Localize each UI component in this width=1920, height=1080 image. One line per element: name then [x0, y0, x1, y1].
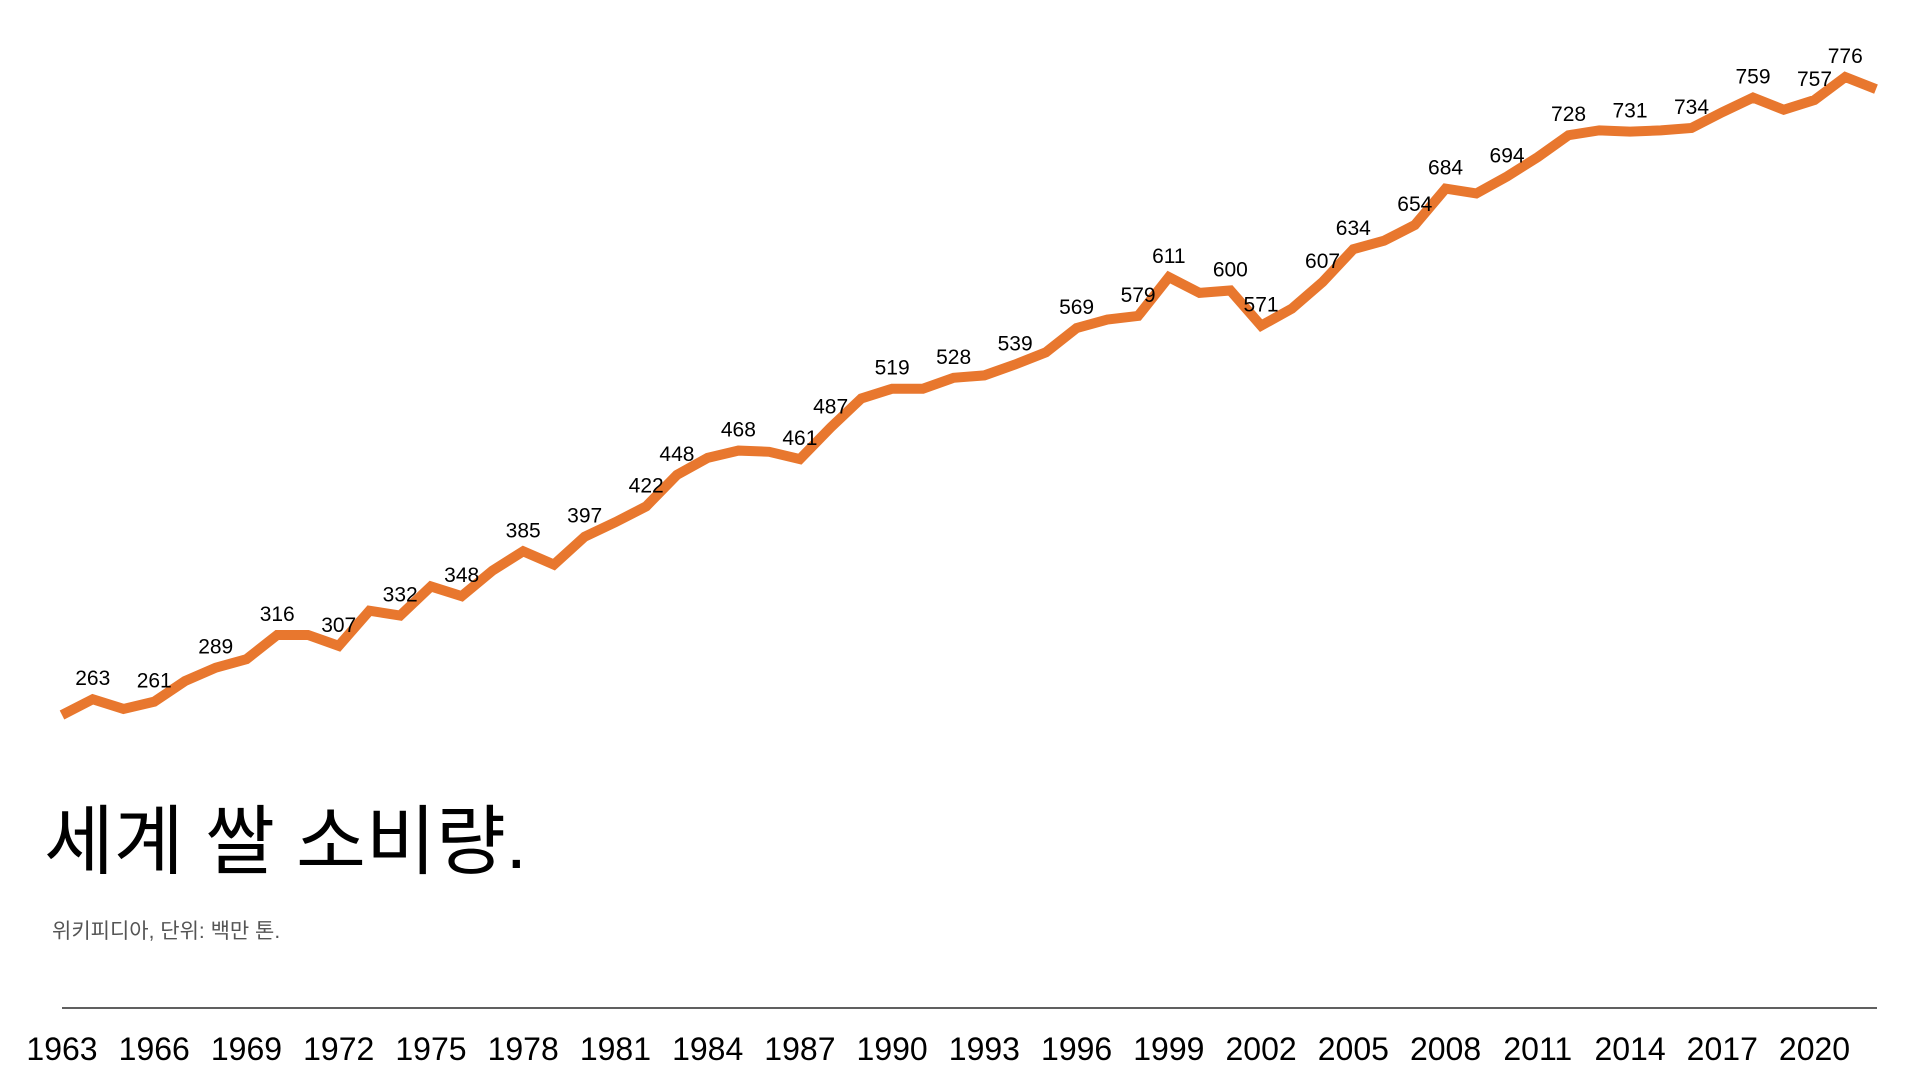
chart-subtitle: 위키피디아, 단위: 백만 톤. [52, 920, 280, 943]
data-label: 731 [1613, 100, 1648, 123]
data-label: 528 [936, 346, 971, 369]
x-tick-label: 1975 [395, 1031, 466, 1067]
data-label: 461 [782, 427, 817, 450]
data-label: 569 [1059, 296, 1094, 319]
data-label: 519 [875, 357, 910, 380]
x-tick-label: 1963 [26, 1031, 97, 1067]
x-tick-label: 1993 [949, 1031, 1020, 1067]
data-label: 316 [260, 603, 295, 626]
data-label: 448 [659, 443, 694, 466]
data-label: 734 [1674, 96, 1709, 119]
data-label: 684 [1428, 157, 1463, 180]
data-label: 579 [1121, 284, 1156, 307]
data-label: 487 [813, 396, 848, 419]
data-label: 289 [198, 636, 233, 659]
x-tick-label: 1966 [119, 1031, 190, 1067]
x-tick-label: 1981 [580, 1031, 651, 1067]
x-tick-label: 2005 [1318, 1031, 1389, 1067]
data-label: 385 [506, 519, 541, 542]
x-tick-label: 1999 [1133, 1031, 1204, 1067]
data-label: 776 [1828, 45, 1863, 68]
x-tick-label: 1987 [764, 1031, 835, 1067]
x-tick-label: 1996 [1041, 1031, 1112, 1067]
chart-title: 세계 쌀 소비량. [44, 800, 527, 885]
data-label: 571 [1244, 294, 1279, 317]
data-label: 600 [1213, 258, 1248, 281]
x-tick-label: 2011 [1503, 1031, 1572, 1067]
data-label: 759 [1735, 66, 1770, 89]
x-tick-label: 2014 [1594, 1031, 1665, 1067]
data-label: 468 [721, 419, 756, 442]
x-tick-label: 1984 [672, 1031, 743, 1067]
data-label: 332 [383, 584, 418, 607]
data-label: 263 [75, 667, 110, 690]
data-label: 539 [998, 332, 1033, 355]
x-tick-label: 1990 [857, 1031, 928, 1067]
data-label: 694 [1490, 144, 1525, 167]
x-tick-label: 1978 [488, 1031, 559, 1067]
data-label: 607 [1305, 250, 1340, 273]
data-line [59, 71, 1878, 720]
x-tick-label: 2017 [1687, 1031, 1758, 1067]
x-tick-label: 2008 [1410, 1031, 1481, 1067]
data-label: 611 [1152, 245, 1185, 268]
data-label: 261 [137, 670, 172, 693]
data-label: 307 [321, 614, 356, 637]
x-tick-label: 2002 [1225, 1031, 1296, 1067]
data-label: 348 [444, 564, 479, 587]
data-label: 634 [1336, 217, 1371, 240]
data-label: 757 [1797, 68, 1832, 91]
data-label: 422 [629, 474, 664, 497]
data-label: 654 [1397, 193, 1432, 216]
x-tick-label: 1969 [211, 1031, 282, 1067]
x-tick-label: 1972 [303, 1031, 374, 1067]
data-label: 728 [1551, 103, 1586, 126]
data-label: 397 [567, 505, 602, 528]
x-tick-label: 2020 [1779, 1031, 1850, 1067]
